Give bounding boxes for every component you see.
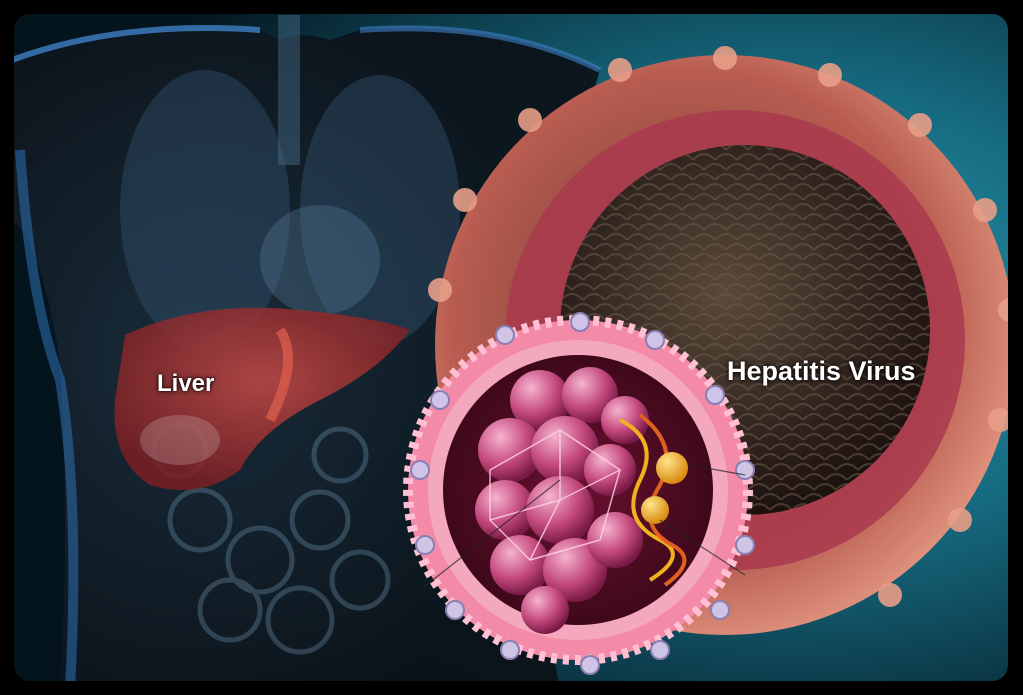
virus-cross-section [403, 312, 755, 675]
hepatitis-virus-label: Hepatitis Virus [727, 356, 916, 386]
liver-label: Liver [157, 370, 215, 397]
viral-core [475, 367, 649, 634]
liver [114, 307, 410, 490]
viral-dna [619, 413, 688, 587]
